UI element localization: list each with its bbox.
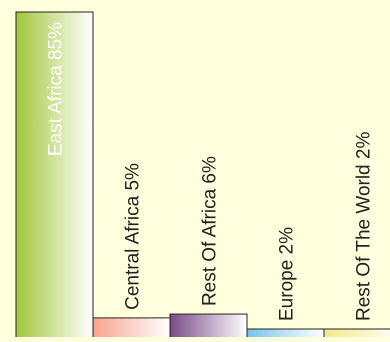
data-labels-layer: East Africa 85% Central Africa 5% Rest Of … (46, 22, 375, 321)
data-label-europe: Europe 2% (277, 227, 298, 321)
bars-layer (15, 11, 390, 340)
bar-rest-of-africa (169, 313, 248, 340)
bar-rest-of-the-world (323, 328, 390, 340)
data-label-rest-of-africa: Rest Of Africa 6% (200, 156, 221, 306)
data-label-east-africa: East Africa 85% (46, 22, 67, 156)
bar-central-africa (92, 317, 171, 340)
bar-east-africa (15, 11, 94, 340)
bar-europe (246, 328, 325, 340)
data-label-rest-of-the-world: Rest Of The World 2% (354, 132, 375, 321)
data-label-central-africa: Central Africa 5% (123, 163, 144, 310)
